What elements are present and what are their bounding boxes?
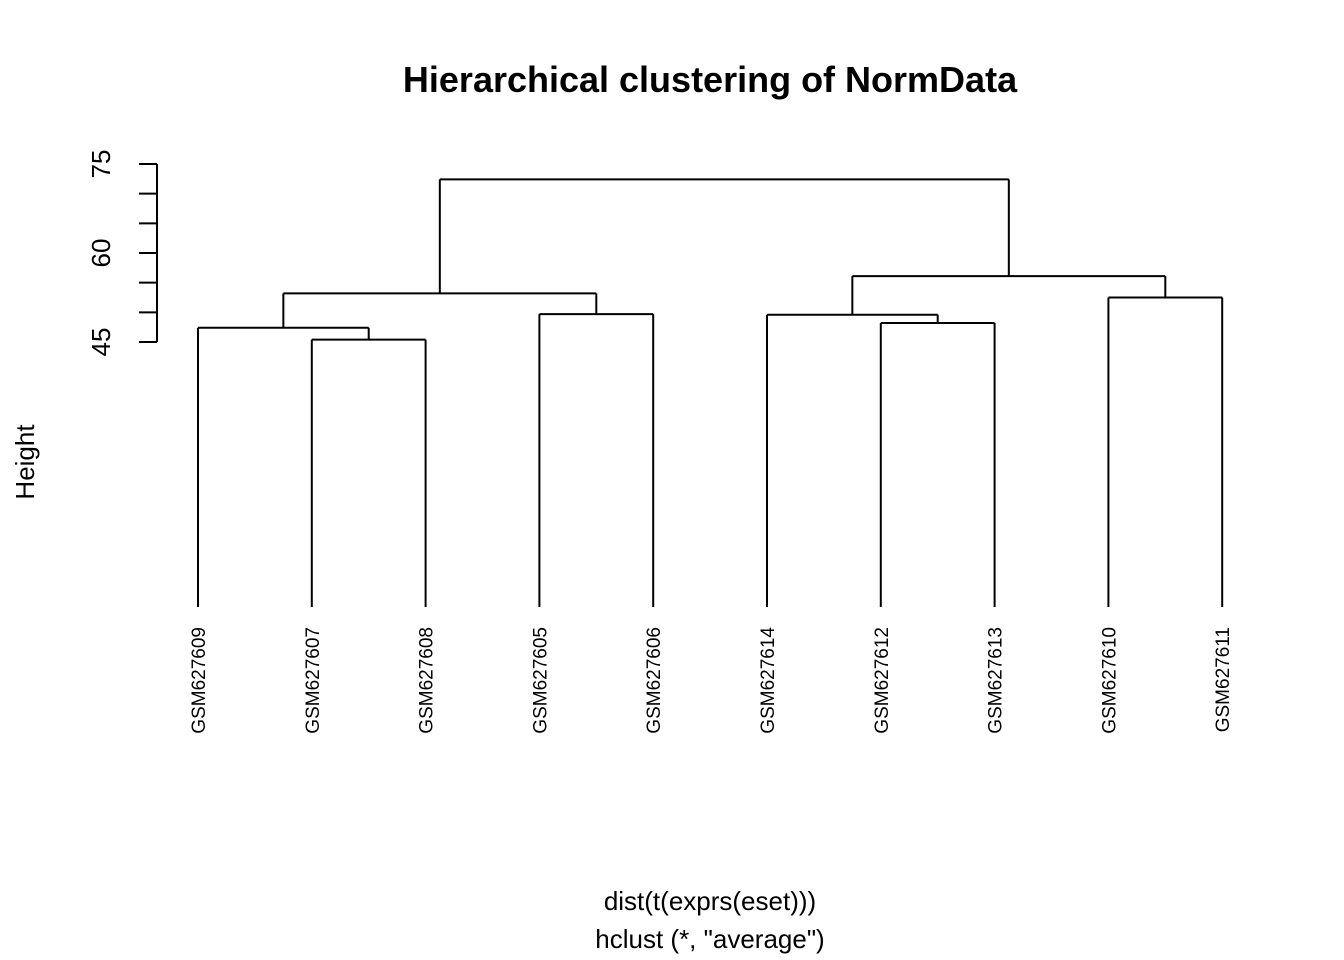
leaf-label-GSM627613: GSM627613 — [986, 627, 1007, 734]
leaf-label-GSM627607: GSM627607 — [303, 627, 324, 734]
y-tick-label-75: 75 — [86, 150, 116, 179]
method-sublabel: hclust (*, "average") — [595, 924, 824, 954]
leaf-label-GSM627611: GSM627611 — [1213, 627, 1234, 732]
y-axis-label: Height — [10, 424, 40, 500]
leaf-label-GSM627610: GSM627610 — [1099, 627, 1120, 734]
leaf-labels: GSM627609 GSM627607 GSM627608 GSM627605 GSM6… — [189, 627, 1234, 734]
dendrogram-branches — [197, 178, 1224, 607]
y-tick-label-45: 45 — [86, 328, 116, 357]
leaf-label-GSM627609: GSM627609 — [189, 627, 210, 734]
leaf-label-GSM627612: GSM627612 — [872, 627, 893, 734]
chart-title: Hierarchical clustering of NormData — [403, 59, 1018, 100]
leaf-label-GSM627608: GSM627608 — [417, 627, 438, 734]
y-tick-label-60: 60 — [86, 239, 116, 268]
y-axis: 45 60 75 — [86, 150, 158, 357]
x-axis-label: dist(t(exprs(eset))) — [604, 886, 816, 916]
leaf-label-GSM627614: GSM627614 — [758, 627, 779, 734]
leaf-label-GSM627605: GSM627605 — [530, 627, 551, 734]
leaf-label-GSM627606: GSM627606 — [644, 627, 665, 734]
